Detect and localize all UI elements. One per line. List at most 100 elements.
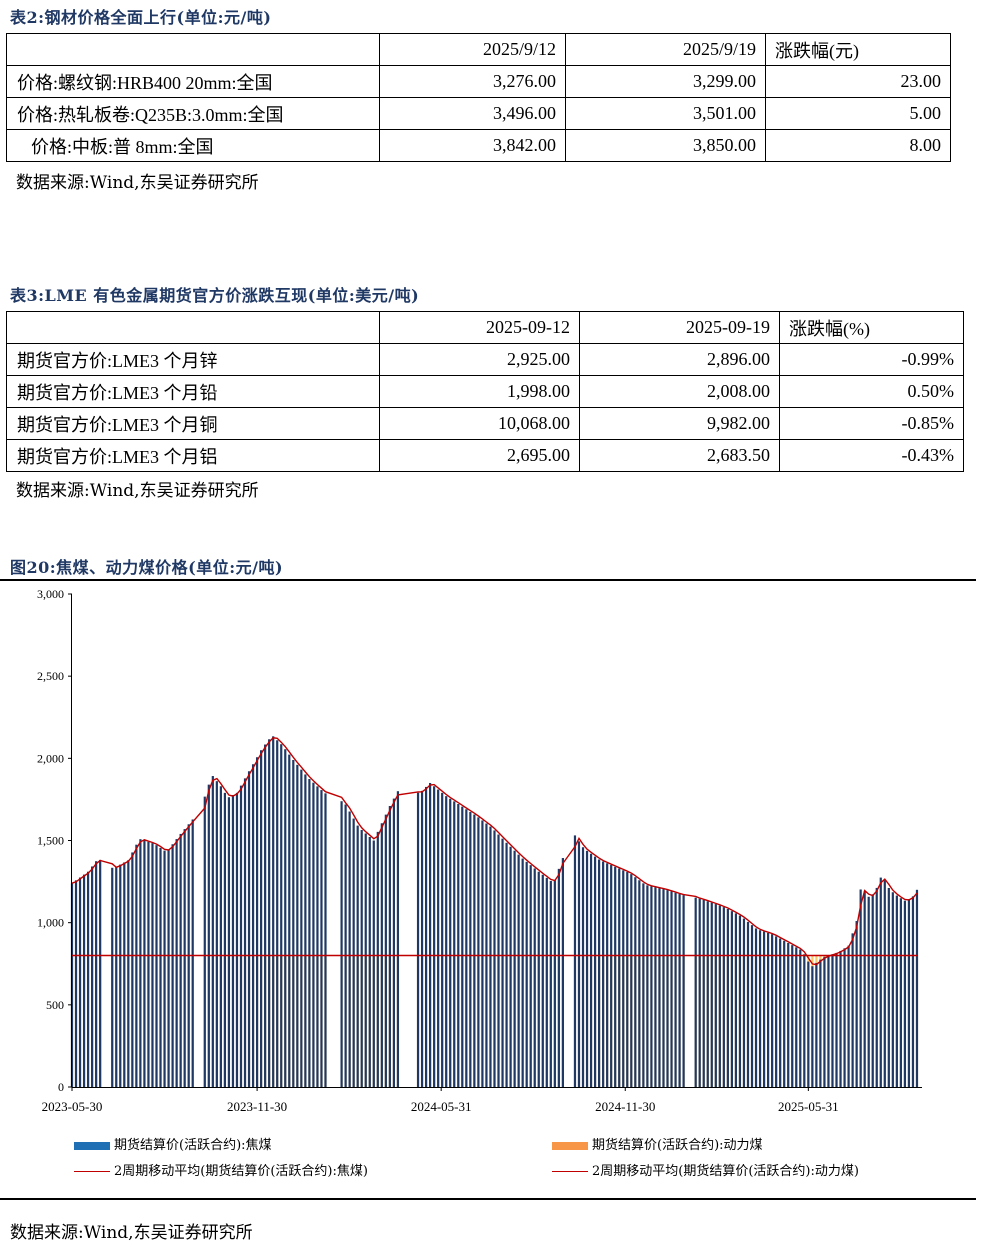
coking-coal-bar [143, 840, 146, 1087]
y-tick-label: 2,000 [37, 751, 64, 765]
coking-coal-bar [111, 867, 114, 1087]
coking-coal-bar [549, 880, 552, 1087]
coking-coal-bar [783, 940, 786, 1087]
coking-coal-bar [493, 830, 496, 1087]
coking-coal-bar [911, 896, 915, 1087]
row-value: 2,695.00 [379, 439, 580, 472]
coking-coal-bar [835, 952, 838, 1087]
row-value: 3,496.00 [379, 97, 566, 130]
coking-coal-bar [288, 754, 291, 1087]
header-cell [6, 33, 380, 66]
coking-coal-bar [191, 819, 194, 1087]
row-change: 8.00 [765, 129, 951, 162]
coking-coal-bar [78, 877, 82, 1087]
coking-coal-bar [231, 795, 235, 1087]
legend-label: 2周期移动平均(期货结算价(活跃合约):焦煤) [114, 1164, 368, 1179]
coking-coal-bar [738, 915, 742, 1087]
row-value: 2,925.00 [379, 343, 580, 376]
row-value: 10,068.00 [379, 407, 580, 440]
coking-coal-bar [678, 894, 681, 1087]
coking-coal-bar [867, 896, 870, 1087]
coking-coal-bar [276, 740, 279, 1087]
coking-coal-bar [376, 831, 379, 1087]
coking-coal-bar [429, 782, 432, 1087]
table-row: 期货官方价:LME3 个月锌 2,925.00 2,896.00 -0.99% [6, 343, 964, 376]
header-cell: 涨跌幅(%) [779, 311, 964, 344]
coking-coal-bar [268, 739, 271, 1087]
coking-coal-bar [131, 852, 134, 1087]
moving-average-lines [71, 737, 918, 966]
coking-coal-bar [614, 866, 617, 1087]
coking-coal-bar [449, 798, 452, 1087]
coking-coal-bar [787, 942, 790, 1087]
coking-coal-bar [441, 792, 444, 1087]
table-header-row: 2025/9/12 2025/9/19 涨跌幅(元) [6, 33, 951, 66]
coking-coal-bar [264, 744, 267, 1087]
coking-coal-bar [529, 865, 532, 1087]
y-tick-label: 0 [58, 1080, 64, 1094]
coking-coal-bar [74, 880, 78, 1087]
coking-coal-bar [654, 887, 657, 1087]
coking-coal-bar [469, 811, 472, 1087]
coking-coal-bar [489, 826, 492, 1087]
coking-coal-bar [863, 891, 866, 1087]
figure20-title: 图20:焦煤、动力煤价格(单位:元/吨) [10, 558, 284, 577]
coking-coal-bar [827, 955, 830, 1087]
coking-coal-bar [424, 786, 428, 1087]
coking-coal-bar [630, 874, 633, 1087]
coking-coal-bar [477, 817, 480, 1087]
coking-coal-bar [292, 759, 295, 1087]
coking-coal-bar [239, 785, 243, 1087]
coking-coal-bar [179, 833, 182, 1087]
coking-coal-bar [622, 870, 625, 1087]
coking-coal-bar [147, 841, 150, 1087]
y-tick-label: 3,000 [37, 587, 64, 601]
coking-coal-bar [437, 789, 440, 1087]
legend-swatch-line [74, 1171, 110, 1172]
coking-coal-bar [151, 843, 154, 1087]
chart-axes [71, 594, 922, 1088]
y-tick-label: 2,500 [37, 669, 64, 683]
coking-coal-bar [618, 868, 621, 1087]
coking-coal-bar [871, 894, 874, 1087]
coking-coal-bar [95, 861, 98, 1087]
coking-coal-bar [606, 863, 609, 1087]
lme-price-table: 2025-09-12 2025-09-19 涨跌幅(%) 期货官方价:LME3 … [6, 311, 964, 472]
coking-coal-bar [320, 790, 323, 1087]
coking-coal-bar [855, 921, 858, 1087]
coking-coal-bar [722, 907, 725, 1087]
table2-title: 表2:钢材价格全面上行(单位:元/吨) [10, 8, 272, 27]
coking-coal-bar [175, 839, 178, 1087]
coking-coal-bar [352, 818, 355, 1087]
coking-coal-bar [730, 911, 733, 1087]
row-value: 1,998.00 [379, 375, 580, 408]
coking-coal-bar [706, 901, 709, 1087]
coking-coal-bar [525, 861, 528, 1087]
coking-coal-bar [823, 956, 826, 1087]
coking-coal-bar [561, 858, 564, 1087]
coking-coal-bar [91, 866, 94, 1087]
row-change: -0.99% [779, 343, 964, 376]
coking-coal-bar [368, 836, 371, 1087]
coking-coal-bar [795, 947, 798, 1087]
row-label: 期货官方价:LME3 个月铜 [6, 407, 380, 440]
coking-coal-bar [771, 934, 774, 1087]
coking-coal-bar [509, 846, 512, 1087]
coking-coal-bar [891, 892, 894, 1087]
coking-coal-bar [762, 931, 766, 1087]
coking-coal-bar [497, 834, 500, 1087]
coking-coal-bar [682, 895, 685, 1087]
table-row: 价格:螺纹钢:HRB400 20mm:全国 3,276.00 3,299.00 … [6, 65, 951, 98]
legend-coking-coal: 期货结算价(活跃合约):焦煤 [74, 1134, 272, 1153]
coking-coal-bar [638, 880, 641, 1087]
coking-coal-bar [658, 888, 661, 1087]
coking-coal-bar [388, 805, 391, 1087]
coking-coal-bar [207, 784, 210, 1087]
coking-coal-bar [577, 841, 581, 1087]
coking-coal-bar [537, 871, 540, 1087]
coking-coal-bar [304, 774, 307, 1087]
coking-coal-bar [247, 771, 251, 1087]
coking-coal-bar [139, 839, 142, 1087]
row-label: 期货官方价:LME3 个月锌 [6, 343, 380, 376]
coking-coal-bar [127, 860, 130, 1087]
